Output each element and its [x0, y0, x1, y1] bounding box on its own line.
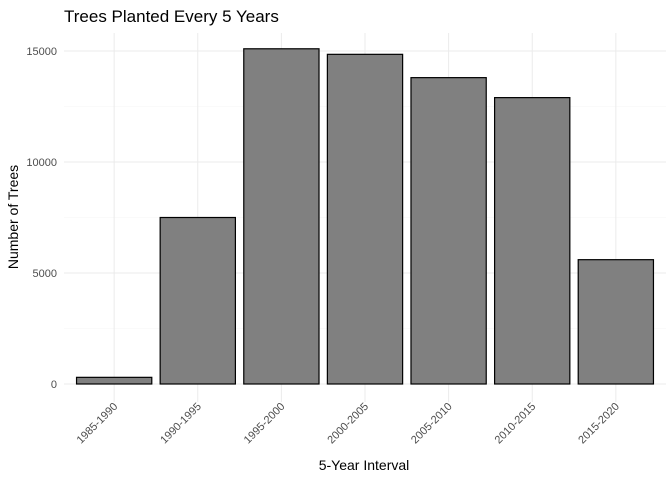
x-axis-ticks: 1985-1990 1990-1995 1995-2000 2000-2005 2005…	[75, 401, 622, 447]
x-axis-title: 5-Year Interval	[319, 457, 410, 473]
x-tick-label: 1995-2000	[242, 401, 288, 447]
y-tick-label: 0	[51, 379, 57, 391]
y-tick-label: 5000	[33, 268, 57, 280]
bar	[326, 53, 404, 385]
y-axis-title: Number of Trees	[5, 165, 21, 269]
x-tick-label: 2000-2005	[325, 401, 371, 447]
bar	[577, 259, 655, 385]
bar	[493, 97, 571, 385]
bar	[243, 48, 320, 385]
y-tick-label: 15000	[26, 46, 57, 58]
chart-title: Trees Planted Every 5 Years	[64, 7, 279, 26]
x-tick-label: 1990-1995	[158, 401, 204, 447]
x-tick-label: 2005-2010	[409, 401, 455, 447]
bar	[410, 77, 487, 385]
x-tick-label: 2010-2015	[493, 401, 539, 447]
x-tick-label: 2015-2020	[576, 401, 622, 447]
bar	[75, 376, 153, 385]
bars	[75, 48, 655, 385]
y-axis-ticks: 0 5000 10000 15000	[26, 46, 57, 391]
x-tick-label: 1985-1990	[75, 401, 121, 447]
bar	[159, 216, 237, 385]
y-tick-label: 10000	[26, 157, 57, 169]
